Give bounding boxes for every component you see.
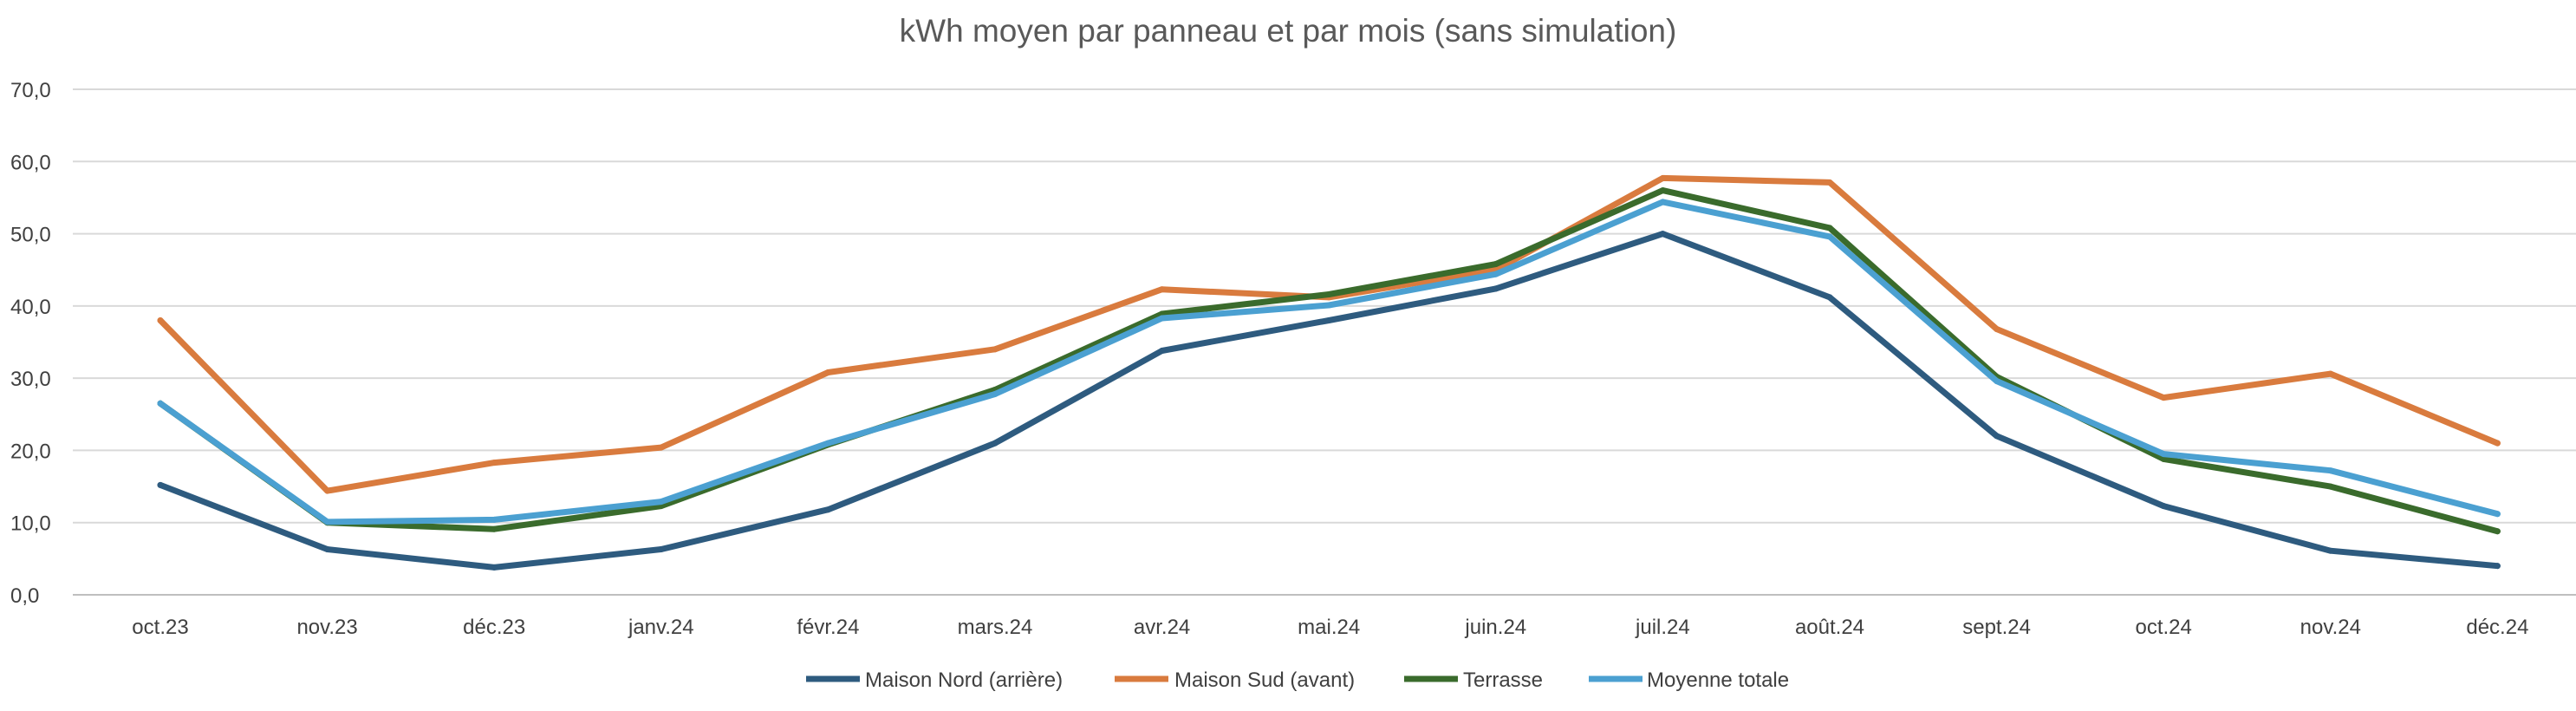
legend: Maison Nord (arrière) Maison Sud (avant) T… <box>806 669 1789 692</box>
data-point <box>2327 483 2334 490</box>
y-tick-label: 50,0 <box>10 224 51 247</box>
y-tick-label: 20,0 <box>10 440 51 463</box>
data-point <box>1493 271 1499 277</box>
x-tick-label: mars.24 <box>958 616 1033 639</box>
data-point <box>1826 233 1833 240</box>
data-point <box>1159 315 1166 322</box>
data-point <box>491 525 498 532</box>
data-point <box>2494 528 2501 535</box>
x-tick-label: juil.24 <box>1635 616 1690 639</box>
legend-label-1: Maison Nord (arrière) <box>865 669 1063 692</box>
x-tick-label: déc.24 <box>2466 616 2528 639</box>
data-point <box>992 346 999 353</box>
x-tick-label: juin.24 <box>1464 616 1526 639</box>
data-point <box>2160 503 2167 510</box>
legend-label-2: Maison Sud (avant) <box>1174 669 1355 692</box>
data-point <box>1826 179 1833 186</box>
data-point <box>1659 187 1666 194</box>
legend-label-3: Terrasse <box>1463 669 1543 692</box>
data-point <box>157 481 164 488</box>
x-tick-label: févr.24 <box>797 616 859 639</box>
y-tick-label: 60,0 <box>10 151 51 174</box>
data-point <box>658 444 665 451</box>
chart-title: kWh moyen par panneau et par mois (sans … <box>900 13 1677 49</box>
y-tick-label: 30,0 <box>10 368 51 391</box>
data-point <box>1826 225 1833 232</box>
data-point <box>1159 286 1166 293</box>
data-point <box>491 564 498 571</box>
y-axis: 0,0 10,0 20,0 30,0 40,0 50,0 60,0 70,0 <box>10 79 51 608</box>
data-point <box>1659 199 1666 205</box>
data-point <box>824 369 831 375</box>
data-point <box>324 519 331 525</box>
data-point <box>2494 563 2501 570</box>
series-line-4 <box>157 199 2501 525</box>
x-tick-label: oct.23 <box>132 616 188 639</box>
data-point <box>1159 347 1166 354</box>
y-tick-label: 0,0 <box>10 584 39 608</box>
x-tick-label: janv.24 <box>628 616 694 639</box>
data-point <box>324 487 331 494</box>
x-tick-label: août.24 <box>1795 616 1864 639</box>
x-tick-label: nov.23 <box>296 616 357 639</box>
data-point <box>1325 317 1332 324</box>
data-point <box>2494 511 2501 518</box>
y-tick-label: 10,0 <box>10 512 51 536</box>
legend-label-4: Moyenne totale <box>1647 669 1789 692</box>
data-point <box>1659 231 1666 238</box>
x-tick-label: nov.24 <box>2300 616 2361 639</box>
data-point <box>658 499 665 506</box>
x-tick-label: mai.24 <box>1298 616 1360 639</box>
data-point <box>992 440 999 447</box>
x-axis: oct.23 nov.23 déc.23 janv.24 févr.24 mars.24 a… <box>132 616 2528 639</box>
series-line-3 <box>157 187 2501 535</box>
data-point <box>1325 302 1332 309</box>
data-point <box>2160 455 2167 462</box>
y-tick-label: 70,0 <box>10 79 51 102</box>
data-point <box>1493 261 1499 268</box>
data-point <box>2327 467 2334 474</box>
data-point <box>2327 370 2334 377</box>
data-point <box>2160 395 2167 401</box>
data-point <box>157 317 164 324</box>
x-tick-label: sept.24 <box>1962 616 2031 639</box>
data-point <box>824 506 831 513</box>
data-point <box>2327 547 2334 554</box>
data-point <box>1659 174 1666 181</box>
data-point <box>1826 294 1833 301</box>
data-point <box>1994 377 2000 384</box>
y-tick-label: 40,0 <box>10 296 51 319</box>
data-point <box>992 390 999 397</box>
data-point <box>491 516 498 523</box>
data-point <box>1493 285 1499 292</box>
data-point <box>658 546 665 553</box>
data-point <box>2494 440 2501 447</box>
data-point <box>1994 433 2000 440</box>
series-lines <box>157 174 2501 571</box>
data-point <box>1994 326 2000 333</box>
data-point <box>324 546 331 553</box>
data-point <box>491 460 498 466</box>
data-point <box>157 400 164 407</box>
x-tick-label: oct.24 <box>2136 616 2192 639</box>
x-tick-label: déc.23 <box>463 616 525 639</box>
data-point <box>824 440 831 447</box>
x-tick-label: avr.24 <box>1134 616 1190 639</box>
data-point <box>1325 291 1332 298</box>
data-point <box>2160 451 2167 458</box>
